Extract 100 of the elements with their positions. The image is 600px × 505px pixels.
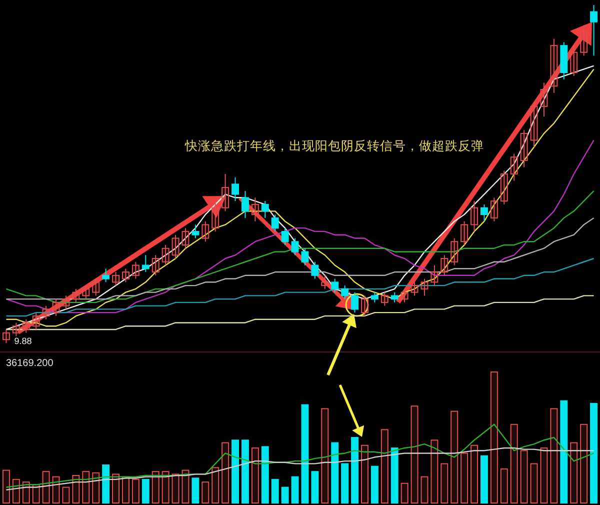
bar: [440, 463, 448, 504]
annotation: 9.88: [14, 336, 32, 346]
bar: [410, 406, 418, 504]
candlestick: [360, 295, 368, 316]
bar: [182, 470, 190, 504]
candlestick: [12, 322, 20, 337]
candlestick: [331, 278, 339, 293]
bar: [192, 478, 200, 504]
candlestick: [301, 248, 309, 266]
candlestick: [321, 274, 329, 290]
bar: [360, 444, 368, 504]
candlestick: [460, 220, 468, 246]
bar: [390, 447, 398, 504]
text: 36169.200: [6, 358, 54, 369]
candlestick: [232, 176, 240, 202]
bar: [281, 486, 289, 504]
candlestick: [92, 278, 100, 296]
candlestick: [370, 292, 378, 303]
candlestick: [530, 102, 538, 148]
candlestick: [202, 220, 210, 242]
bar: [112, 474, 120, 504]
bar: [271, 478, 279, 504]
candlestick: [132, 261, 140, 280]
candlestick: [82, 285, 90, 300]
bar: [291, 476, 299, 504]
candlestick: [580, 24, 588, 56]
bar: [311, 471, 319, 504]
candlestick: [291, 238, 299, 256]
bar: [430, 440, 438, 504]
bar: [301, 404, 309, 504]
bar: [321, 408, 329, 504]
bar: [102, 464, 110, 504]
candlestick: [142, 254, 150, 273]
bar: [490, 372, 498, 504]
bar: [2, 470, 10, 504]
candlestick: [311, 261, 319, 280]
bar: [142, 478, 150, 504]
bar: [42, 471, 50, 504]
bar: [550, 408, 558, 504]
bar: [241, 440, 249, 504]
candlestick: [241, 190, 249, 218]
bar: [351, 437, 359, 504]
bar: [530, 463, 538, 504]
bar: [92, 472, 100, 504]
candlestick: [122, 268, 130, 283]
bar: [132, 478, 140, 504]
candlestick: [251, 197, 259, 222]
bar: [470, 444, 478, 504]
bar: [370, 466, 378, 504]
bar: [222, 442, 230, 504]
candlestick: [182, 228, 190, 249]
candlestick: [102, 268, 110, 283]
bar: [450, 410, 458, 504]
annotation: 快涨急跌打年线，出现阳包阴反转信号，做超跌反弹: [184, 138, 484, 153]
candlestick: [172, 234, 180, 259]
bar: [251, 447, 259, 504]
candlestick: [590, 4, 598, 56]
bar: [62, 486, 70, 504]
bar: [261, 446, 269, 504]
bar: [540, 447, 548, 504]
candlestick: [430, 264, 438, 286]
bar: [580, 424, 588, 504]
candlestick: [222, 174, 230, 212]
candlestick: [62, 295, 70, 310]
candlestick: [520, 130, 528, 168]
candlestick: [550, 38, 558, 94]
bar: [232, 440, 240, 504]
candlestick: [480, 204, 488, 222]
bar: [500, 468, 508, 504]
bar: [162, 471, 170, 504]
candlestick: [32, 312, 40, 330]
candlestick: [380, 292, 388, 306]
candlestick: [261, 200, 269, 218]
candlestick: [351, 292, 359, 314]
bar: [82, 471, 90, 504]
bar: [400, 482, 408, 504]
bar: [331, 442, 339, 504]
bar: [590, 402, 598, 504]
bar: [122, 476, 130, 504]
bar: [172, 474, 180, 504]
candlestick: [112, 272, 120, 286]
bar: [380, 429, 388, 504]
candlestick: [212, 200, 220, 232]
bar: [560, 400, 568, 504]
candlestick: [400, 288, 408, 303]
candlestick: [410, 282, 418, 296]
bar: [570, 442, 578, 504]
candlestick: [510, 153, 518, 182]
candlestick: [2, 328, 10, 344]
bar: [341, 463, 349, 504]
bar: [420, 476, 428, 504]
candlestick: [500, 170, 508, 205]
candlestick: [192, 224, 200, 239]
bar: [152, 471, 160, 504]
bar: [212, 467, 220, 504]
candlestick: [420, 278, 428, 296]
candlestick: [540, 82, 548, 118]
candlestick: [440, 254, 448, 276]
candlestick: [450, 238, 458, 266]
candlestick: [22, 318, 30, 334]
